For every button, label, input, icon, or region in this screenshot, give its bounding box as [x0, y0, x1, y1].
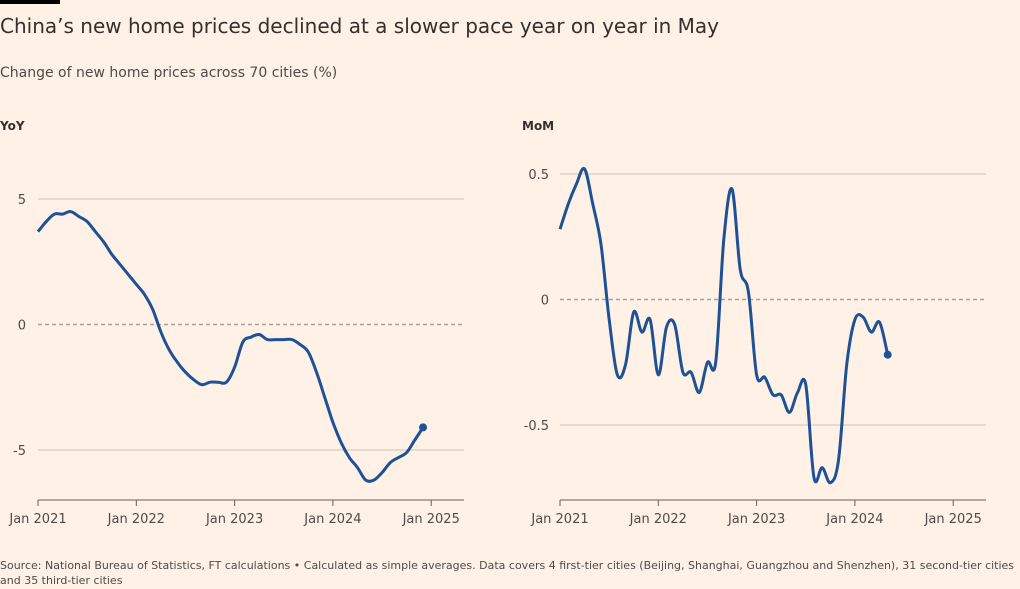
y-tick-label-yoy: -5: [13, 444, 26, 459]
x-tick-label-yoy: Jan 2021: [8, 512, 66, 527]
x-tick-label-mom: Jan 2023: [727, 512, 785, 527]
series-line-yoy: [36, 210, 425, 483]
y-tick-label-yoy: 0: [18, 319, 26, 334]
series-line-mom: [558, 166, 890, 485]
y-tick-label-yoy: 5: [18, 193, 26, 208]
brand-bar: [0, 0, 60, 4]
chart-title: China’s new home prices declined at a sl…: [0, 14, 720, 38]
x-tick-label-mom: Jan 2024: [825, 512, 883, 527]
x-tick-label-mom: Jan 2022: [629, 512, 687, 527]
x-tick-label-yoy: Jan 2023: [205, 512, 263, 527]
x-tick-label-mom: Jan 2025: [924, 512, 982, 527]
panel-title-yoy: YoY: [0, 119, 25, 133]
y-tick-label-mom: -0.5: [524, 419, 549, 434]
source-note: Source: National Bureau of Statistics, F…: [0, 559, 1015, 587]
panel-title-mom: MoM: [522, 119, 554, 133]
last-point-marker-mom: [883, 350, 892, 359]
x-tick-label-yoy: Jan 2025: [402, 512, 460, 527]
y-tick-label-mom: 0: [541, 294, 549, 309]
y-tick-label-mom: 0.5: [528, 168, 549, 183]
chart-subtitle: Change of new home prices across 70 citi…: [0, 65, 338, 81]
x-tick-label-yoy: Jan 2022: [107, 512, 165, 527]
x-tick-label-yoy: Jan 2024: [303, 512, 361, 527]
x-tick-label-mom: Jan 2021: [530, 512, 588, 527]
last-point-marker-yoy: [419, 423, 428, 432]
